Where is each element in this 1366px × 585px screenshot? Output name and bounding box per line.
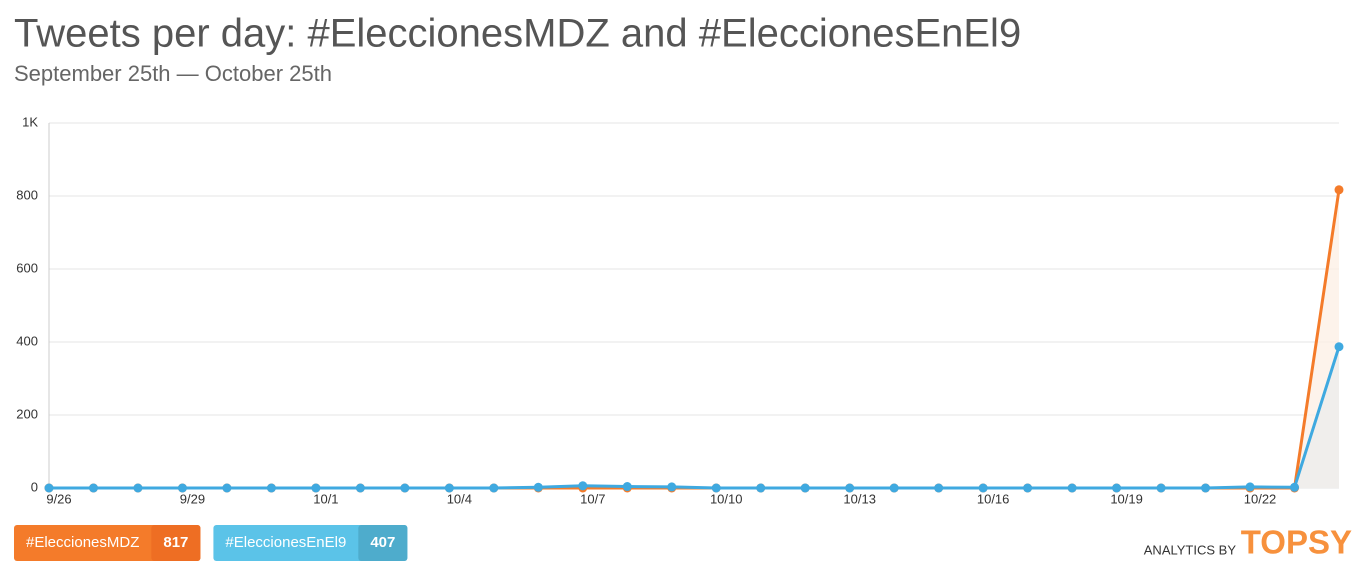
point: [1112, 483, 1122, 493]
point: [622, 482, 632, 492]
point: [44, 483, 54, 493]
point: [444, 483, 454, 493]
legend-label: #EleccionesMDZ: [26, 534, 139, 551]
point: [756, 483, 766, 493]
x-tick-label: 10/7: [580, 491, 605, 506]
point: [578, 481, 588, 491]
y-tick-label: 600: [16, 260, 38, 275]
x-tick-label: 9/29: [180, 491, 205, 506]
point: [889, 483, 899, 493]
legend-total-box: [151, 525, 201, 561]
legend-label: #EleccionesEnEl9: [225, 534, 346, 551]
point: [88, 483, 98, 493]
chart-title: Tweets per day: #EleccionesMDZ and #Elec…: [14, 12, 1021, 56]
point: [1156, 483, 1166, 493]
point: [1201, 483, 1211, 493]
point: [1334, 185, 1344, 195]
point: [667, 482, 677, 492]
x-tick-label: 10/22: [1244, 491, 1277, 506]
legend-item[interactable]: #EleccionesEnEl9 407: [213, 525, 408, 561]
point: [1334, 342, 1344, 352]
point: [1290, 482, 1300, 492]
credit: ANALYTICS BY: [1144, 542, 1237, 557]
area: [49, 346, 1339, 488]
point: [1067, 483, 1077, 493]
point: [222, 483, 232, 493]
point: [400, 483, 410, 493]
legend-item[interactable]: #EleccionesMDZ 817: [14, 525, 201, 561]
x-tick-label: 9/26: [46, 491, 71, 506]
line: [49, 189, 1341, 490]
area: [49, 189, 1339, 489]
credit-logo: TOPSY: [1241, 524, 1352, 561]
point: [1245, 482, 1255, 492]
point: [978, 483, 988, 493]
point: [800, 483, 810, 493]
point: [133, 483, 143, 493]
point: [311, 483, 321, 493]
y-tick-label: 1K: [22, 114, 38, 129]
y-tick-label: 0: [31, 479, 38, 494]
point: [177, 483, 187, 493]
x-tick-label: 10/16: [977, 491, 1010, 506]
x-tick-label: 10/4: [447, 491, 472, 506]
point: [355, 483, 365, 493]
line: [49, 346, 1341, 490]
chart-subtitle: September 25th — October 25th: [14, 61, 332, 86]
x-tick-label: 10/19: [1110, 491, 1143, 506]
y-tick-label: 200: [16, 406, 38, 421]
point: [711, 483, 721, 493]
legend-total: 817: [163, 534, 188, 551]
point: [934, 483, 944, 493]
legend-total: 407: [370, 534, 395, 551]
point: [489, 483, 499, 493]
point: [266, 483, 276, 493]
x-tick-label: 10/13: [843, 491, 876, 506]
x-tick-label: 10/1: [313, 491, 338, 506]
point: [845, 483, 855, 493]
y-tick-label: 800: [16, 187, 38, 202]
legend-total-box: [358, 525, 408, 561]
point: [533, 482, 543, 492]
x-tick-label: 10/10: [710, 491, 743, 506]
point: [1023, 483, 1033, 493]
y-tick-label: 400: [16, 333, 38, 348]
